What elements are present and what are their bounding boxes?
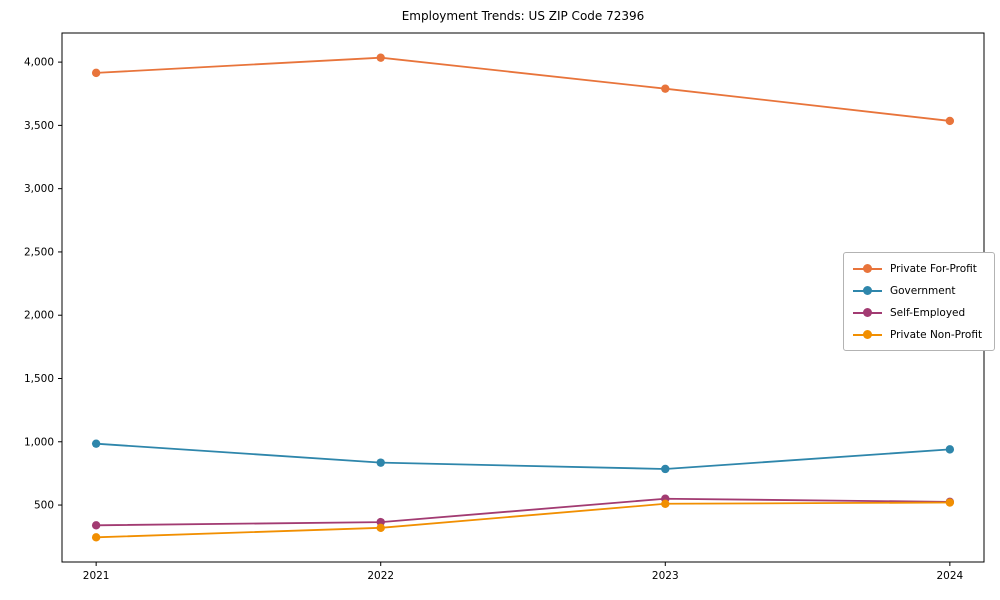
chart-legend: Private For-Profit Government Self-Employe… [843,252,996,351]
legend-entry: Private For-Profit [853,261,982,276]
y-axis-tick-label: 1,000 [24,436,54,448]
data-point-marker [91,439,101,448]
data-point-marker [376,53,385,62]
data-point-marker [661,499,670,508]
legend-label: Private For-Profit [890,262,977,275]
data-point-marker [91,533,101,542]
legend-line-marker-icon [853,285,882,296]
x-axis-tick-label: 2024 [936,570,963,582]
data-point-marker [661,464,670,474]
series-line [96,442,950,470]
y-axis-tick-label: 2,500 [24,246,54,258]
legend-line-marker-icon [853,263,882,274]
legend-label: Government [890,284,956,297]
series-line [96,497,950,527]
legend-line-marker-icon [853,329,882,340]
y-axis-tick-label: 500 [34,500,54,512]
chart-title: Employment Trends: US ZIP Code 72396 [401,9,645,23]
legend-label: Self-Employed [890,306,966,319]
data-point-marker [945,116,955,126]
x-axis-tick-label: 2023 [652,570,679,582]
series-line [96,501,950,539]
y-axis-tick-label: 2,000 [24,310,54,322]
legend-entry: Self-Employed [853,305,982,320]
data-point-marker [91,68,101,78]
legend-line-marker-icon [853,307,882,318]
x-axis-tick-label: 2021 [83,570,110,582]
x-axis-tick-label: 2022 [367,570,394,582]
data-point-marker [945,445,955,454]
y-axis-tick-label: 3,500 [24,120,54,132]
data-point-marker [661,84,670,93]
legend-label: Private Non-Profit [890,328,983,341]
legend-entry: Government [853,283,982,298]
data-point-marker [945,498,955,507]
data-point-marker [376,523,385,533]
data-point-marker [376,458,385,467]
data-point-marker [91,521,101,530]
y-axis-tick-label: 3,000 [24,183,54,195]
y-axis-tick-label: 1,500 [24,373,54,385]
y-axis-tick-label: 4,000 [24,57,54,69]
legend-entry: Private Non-Profit [853,327,982,342]
series-line [96,56,950,122]
